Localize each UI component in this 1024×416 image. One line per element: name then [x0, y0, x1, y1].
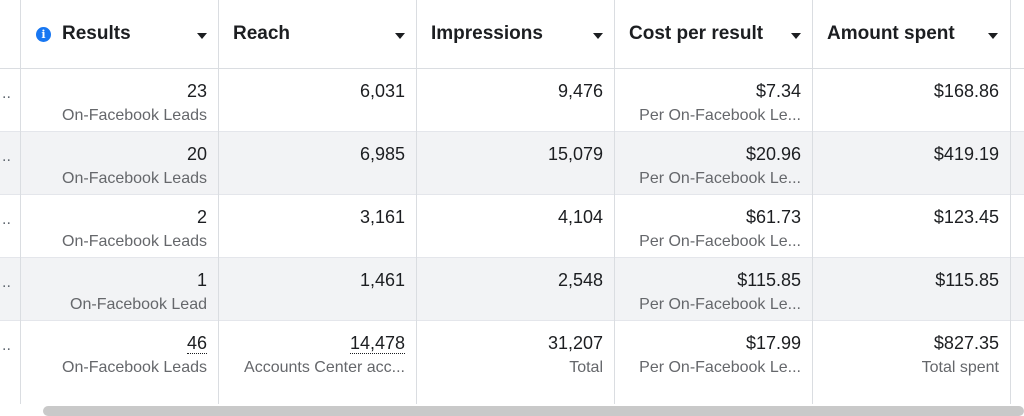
column-header-amount-spent[interactable]: Amount spent	[827, 0, 1007, 68]
results-value: 23	[186, 81, 207, 101]
total-amount-spent-value: $827.35	[933, 333, 999, 353]
total-amount-spent-subtext: Total spent	[921, 359, 999, 376]
impressions-value: 9,476	[557, 81, 603, 101]
column-header-results[interactable]: Results	[62, 0, 217, 68]
amount-spent-value: $419.19	[933, 144, 999, 164]
column-header-impressions[interactable]: Impressions	[431, 0, 611, 68]
column-divider[interactable]	[812, 0, 813, 404]
results-subtext: On-Facebook Lead	[70, 296, 207, 313]
column-header-results-label: Results	[62, 23, 131, 44]
total-results-number: 46	[186, 333, 207, 354]
cost-subtext: Per On-Facebook Le...	[639, 296, 801, 313]
results-subtext: On-Facebook Leads	[62, 233, 207, 250]
cost-subtext: Per On-Facebook Le...	[639, 233, 801, 250]
cost-value: $7.34	[755, 81, 801, 101]
row-overflow-marker: ..	[2, 211, 11, 228]
info-icon[interactable]: i	[36, 27, 51, 42]
column-divider	[20, 0, 21, 404]
table-row[interactable]: .. 2 On-Facebook Leads 3,161 4,104 $61.7…	[0, 195, 1024, 258]
total-cost-subtext: Per On-Facebook Le...	[639, 359, 801, 376]
column-divider[interactable]	[416, 0, 417, 404]
total-cost-value: $17.99	[745, 333, 801, 353]
row-overflow-marker: ..	[2, 85, 11, 102]
reach-value: 6,985	[359, 144, 405, 164]
cost-subtext: Per On-Facebook Le...	[639, 107, 801, 124]
cost-subtext: Per On-Facebook Le...	[639, 170, 801, 187]
total-impressions-subtext: Total	[569, 359, 603, 376]
total-impressions-value: 31,207	[547, 333, 603, 353]
reach-value: 1,461	[359, 270, 405, 290]
results-subtext: On-Facebook Leads	[62, 170, 207, 187]
cost-value: $115.85	[737, 270, 801, 290]
column-divider[interactable]	[1010, 0, 1011, 404]
chevron-down-icon[interactable]	[988, 33, 998, 39]
chevron-down-icon[interactable]	[395, 33, 405, 39]
amount-spent-value: $123.45	[933, 207, 999, 227]
column-header-reach[interactable]: Reach	[233, 0, 413, 68]
reach-value: 6,031	[359, 81, 405, 101]
column-header-impressions-label: Impressions	[431, 23, 543, 44]
totals-row: .. 46 On-Facebook Leads 14,478 Accounts …	[0, 321, 1024, 405]
row-overflow-marker: ..	[2, 337, 11, 354]
row-overflow-marker: ..	[2, 148, 11, 165]
total-reach-value[interactable]: 14,478	[349, 333, 405, 354]
column-divider[interactable]	[218, 0, 219, 404]
horizontal-scrollbar[interactable]	[43, 406, 1024, 416]
impressions-value: 2,548	[557, 270, 603, 290]
reach-value: 3,161	[359, 207, 405, 227]
amount-spent-value: $115.85	[935, 270, 999, 290]
table-row[interactable]: .. 1 On-Facebook Lead 1,461 2,548 $115.8…	[0, 258, 1024, 321]
total-reach-subtext: Accounts Center acc...	[244, 359, 405, 376]
chevron-down-icon[interactable]	[197, 33, 207, 39]
table-row[interactable]: .. 20 On-Facebook Leads 6,985 15,079 $20…	[0, 132, 1024, 195]
column-divider[interactable]	[614, 0, 615, 404]
results-value: 1	[196, 270, 207, 290]
cost-value: $20.96	[745, 144, 801, 164]
impressions-value: 4,104	[557, 207, 603, 227]
chevron-down-icon[interactable]	[791, 33, 801, 39]
column-header-cost-per-result[interactable]: Cost per result	[629, 0, 809, 68]
results-value: 20	[186, 144, 207, 164]
cost-value: $61.73	[745, 207, 801, 227]
results-subtext: On-Facebook Leads	[62, 107, 207, 124]
total-reach-number: 14,478	[349, 333, 405, 354]
column-header-cost-per-result-label: Cost per result	[629, 23, 764, 44]
column-header-amount-spent-label: Amount spent	[827, 23, 955, 44]
table-header: i Results Reach Impressions Cost per res…	[0, 0, 1024, 69]
total-results-value[interactable]: 46	[186, 333, 207, 354]
amount-spent-value: $168.86	[933, 81, 999, 101]
table-row[interactable]: .. 23 On-Facebook Leads 6,031 9,476 $7.3…	[0, 69, 1024, 132]
results-value: 2	[196, 207, 207, 227]
row-overflow-marker: ..	[2, 274, 11, 291]
total-results-subtext: On-Facebook Leads	[62, 359, 207, 376]
impressions-value: 15,079	[547, 144, 603, 164]
chevron-down-icon[interactable]	[593, 33, 603, 39]
column-header-reach-label: Reach	[233, 23, 291, 44]
